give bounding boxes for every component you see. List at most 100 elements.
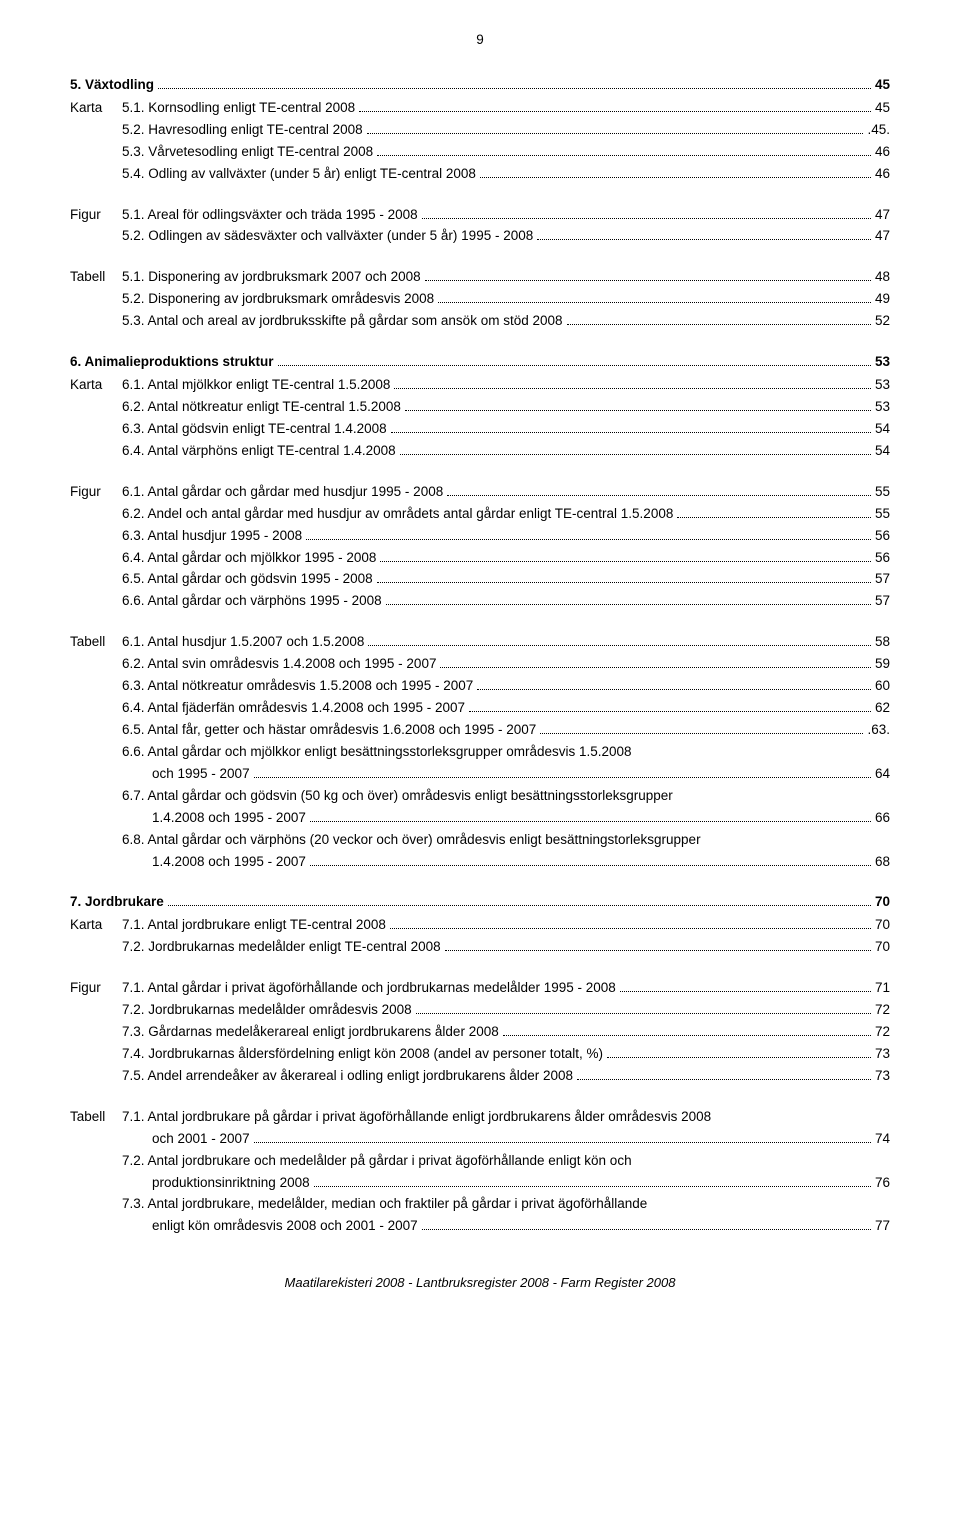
entry-page: 73 <box>875 1044 890 1065</box>
entry-page: 59 <box>875 654 890 675</box>
leader-dots <box>503 1025 871 1036</box>
leader-dots <box>537 229 871 240</box>
entry-text: 7.5. Andel arrendeåker av åkerareal i od… <box>122 1066 573 1087</box>
toc-entry: 6.3. Antal gödsvin enligt TE-central 1.4… <box>70 419 890 440</box>
entry-text: 7.2. Jordbrukarnas medelålder områdesvis… <box>122 1000 412 1021</box>
entry-page: 52 <box>875 311 890 332</box>
entry-page: 70 <box>875 915 890 936</box>
group-label: Figur <box>70 978 122 999</box>
toc-entry: Figur5.1. Areal för odlingsväxter och tr… <box>70 205 890 226</box>
entry-page: 55 <box>875 504 890 525</box>
entry-page: 47 <box>875 205 890 226</box>
toc-group: Karta7.1. Antal jordbrukare enligt TE-ce… <box>70 915 890 958</box>
entry-text: 5.3. Antal och areal av jordbruksskifte … <box>122 311 563 332</box>
entry-text: 5.3. Vårvetesodling enligt TE-central 20… <box>122 142 373 163</box>
toc-entry: Karta5.1. Kornsodling enligt TE-central … <box>70 98 890 119</box>
group-label: Tabell <box>70 632 122 653</box>
toc-group: Tabell5.1. Disponering av jordbruksmark … <box>70 267 890 332</box>
toc-group: Tabell6.1. Antal husdjur 1.5.2007 och 1.… <box>70 632 890 872</box>
entry-page: 70 <box>875 892 890 913</box>
entry-page: 60 <box>875 676 890 697</box>
entry-text: 7.4. Jordbrukarnas åldersfördelning enli… <box>122 1044 603 1065</box>
footer-text: Maatilarekisteri 2008 - Lantbruksregiste… <box>70 1273 890 1293</box>
entry-text: 6.2. Antal svin områdesvis 1.4.2008 och … <box>122 654 436 675</box>
toc-entry: 6.2. Antal nötkreatur enligt TE-central … <box>70 397 890 418</box>
toc-group: Tabell7.1. Antal jordbrukare på gårdar i… <box>70 1107 890 1238</box>
leader-dots <box>422 1219 871 1230</box>
entry-text: 6.6. Antal gårdar och värphöns 1995 - 20… <box>122 591 382 612</box>
entry-continuation: 1.4.2008 och 1995 - 2007 <box>152 852 306 873</box>
toc-group: Karta5.1. Kornsodling enligt TE-central … <box>70 98 890 185</box>
toc-entry: 6.7. Antal gårdar och gödsvin (50 kg och… <box>70 786 890 829</box>
leader-dots <box>377 572 871 583</box>
entry-page: 72 <box>875 1000 890 1021</box>
leader-dots <box>540 723 863 734</box>
entry-continuation: produktionsinriktning 2008 <box>152 1173 310 1194</box>
entry-text: 6.1. Antal mjölkkor enligt TE-central 1.… <box>122 375 390 396</box>
toc-entry: 5.4. Odling av vallväxter (under 5 år) e… <box>70 164 890 185</box>
leader-dots <box>567 314 871 325</box>
entry-text: 7.2. Jordbrukarnas medelålder enligt TE-… <box>122 937 441 958</box>
entry-text: 7.3. Antal jordbrukare, medelålder, medi… <box>122 1194 647 1215</box>
toc-entry: Figur7.1. Antal gårdar i privat ägoförhå… <box>70 978 890 999</box>
toc-entry: Tabell6.1. Antal husdjur 1.5.2007 och 1.… <box>70 632 890 653</box>
leader-dots <box>158 77 871 88</box>
entry-text: 5.2. Odlingen av sädesväxter och vallväx… <box>122 226 533 247</box>
leader-dots <box>480 166 871 177</box>
entry-page: 47 <box>875 226 890 247</box>
entry-page: .63. <box>867 720 890 741</box>
entry-continuation: och 1995 - 2007 <box>152 764 250 785</box>
leader-dots <box>438 292 871 303</box>
group-label: Karta <box>70 375 122 396</box>
leader-dots <box>440 657 871 668</box>
toc-entry: Tabell5.1. Disponering av jordbruksmark … <box>70 267 890 288</box>
leader-dots <box>400 443 871 454</box>
entry-page: 45 <box>875 98 890 119</box>
toc-group: Figur6.1. Antal gårdar och gårdar med hu… <box>70 482 890 613</box>
entry-page: 73 <box>875 1066 890 1087</box>
entry-text: 7.1. Antal gårdar i privat ägoförhålland… <box>122 978 616 999</box>
toc-entry: Karta6.1. Antal mjölkkor enligt TE-centr… <box>70 375 890 396</box>
entry-page: 57 <box>875 569 890 590</box>
entry-text: 6.5. Antal får, getter och hästar område… <box>122 720 536 741</box>
entry-page: 53 <box>875 375 890 396</box>
leader-dots <box>367 122 864 133</box>
entry-text: 6.3. Antal husdjur 1995 - 2008 <box>122 526 302 547</box>
entry-page: 68 <box>875 852 890 873</box>
entry-page: .45. <box>867 120 890 141</box>
toc-entry: 6.4. Antal värphöns enligt TE-central 1.… <box>70 441 890 462</box>
table-of-contents: 5. Växtodling45Karta5.1. Kornsodling enl… <box>70 75 890 1237</box>
entry-page: 53 <box>875 397 890 418</box>
entry-page: 64 <box>875 764 890 785</box>
section-heading: 7. Jordbrukare70 <box>70 892 890 913</box>
toc-group: Figur7.1. Antal gårdar i privat ägoförhå… <box>70 978 890 1087</box>
entry-page: 66 <box>875 808 890 829</box>
entry-page: 49 <box>875 289 890 310</box>
entry-text: 5.1. Kornsodling enligt TE-central 2008 <box>122 98 355 119</box>
entry-page: 46 <box>875 164 890 185</box>
entry-page: 62 <box>875 698 890 719</box>
entry-page: 76 <box>875 1173 890 1194</box>
entry-text: 6.4. Antal värphöns enligt TE-central 1.… <box>122 441 396 462</box>
entry-text: 5.2. Disponering av jordbruksmark område… <box>122 289 434 310</box>
entry-page: 71 <box>875 978 890 999</box>
entry-page: 54 <box>875 441 890 462</box>
toc-group: Karta6.1. Antal mjölkkor enligt TE-centr… <box>70 375 890 462</box>
entry-page: 45 <box>875 75 890 96</box>
group-label: Tabell <box>70 1107 122 1128</box>
toc-entry: Figur6.1. Antal gårdar och gårdar med hu… <box>70 482 890 503</box>
leader-dots <box>391 421 871 432</box>
section-heading: 5. Växtodling45 <box>70 75 890 96</box>
group-label: Figur <box>70 482 122 503</box>
leader-dots <box>306 528 871 539</box>
toc-entry: 7.2. Antal jordbrukare och medelålder på… <box>70 1151 890 1194</box>
entry-page: 58 <box>875 632 890 653</box>
leader-dots <box>380 550 871 561</box>
entry-page: 56 <box>875 548 890 569</box>
toc-entry: 5.3. Antal och areal av jordbruksskifte … <box>70 311 890 332</box>
entry-text: 6.1. Antal gårdar och gårdar med husdjur… <box>122 482 443 503</box>
entry-text: 5.1. Areal för odlingsväxter och träda 1… <box>122 205 418 226</box>
entry-text: 7.1. Antal jordbrukare enligt TE-central… <box>122 915 386 936</box>
entry-text: 6.4. Antal gårdar och mjölkkor 1995 - 20… <box>122 548 376 569</box>
entry-text: 7.2. Antal jordbrukare och medelålder på… <box>122 1151 632 1172</box>
